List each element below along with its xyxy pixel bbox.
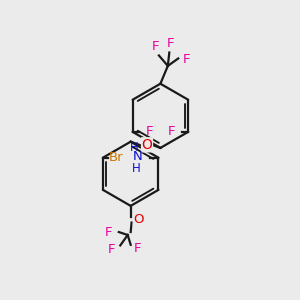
Text: F: F <box>167 125 175 138</box>
Text: F: F <box>108 243 115 256</box>
Text: Br: Br <box>109 151 124 164</box>
Text: O: O <box>133 213 144 226</box>
Text: N: N <box>132 150 142 163</box>
Text: F: F <box>167 37 175 50</box>
Text: F: F <box>152 40 160 52</box>
Text: F: F <box>183 53 190 66</box>
Text: F: F <box>104 226 112 238</box>
Text: F: F <box>134 242 142 255</box>
Text: O: O <box>142 138 152 152</box>
Text: H: H <box>130 141 139 154</box>
Text: F: F <box>146 125 154 138</box>
Text: H: H <box>132 162 141 175</box>
